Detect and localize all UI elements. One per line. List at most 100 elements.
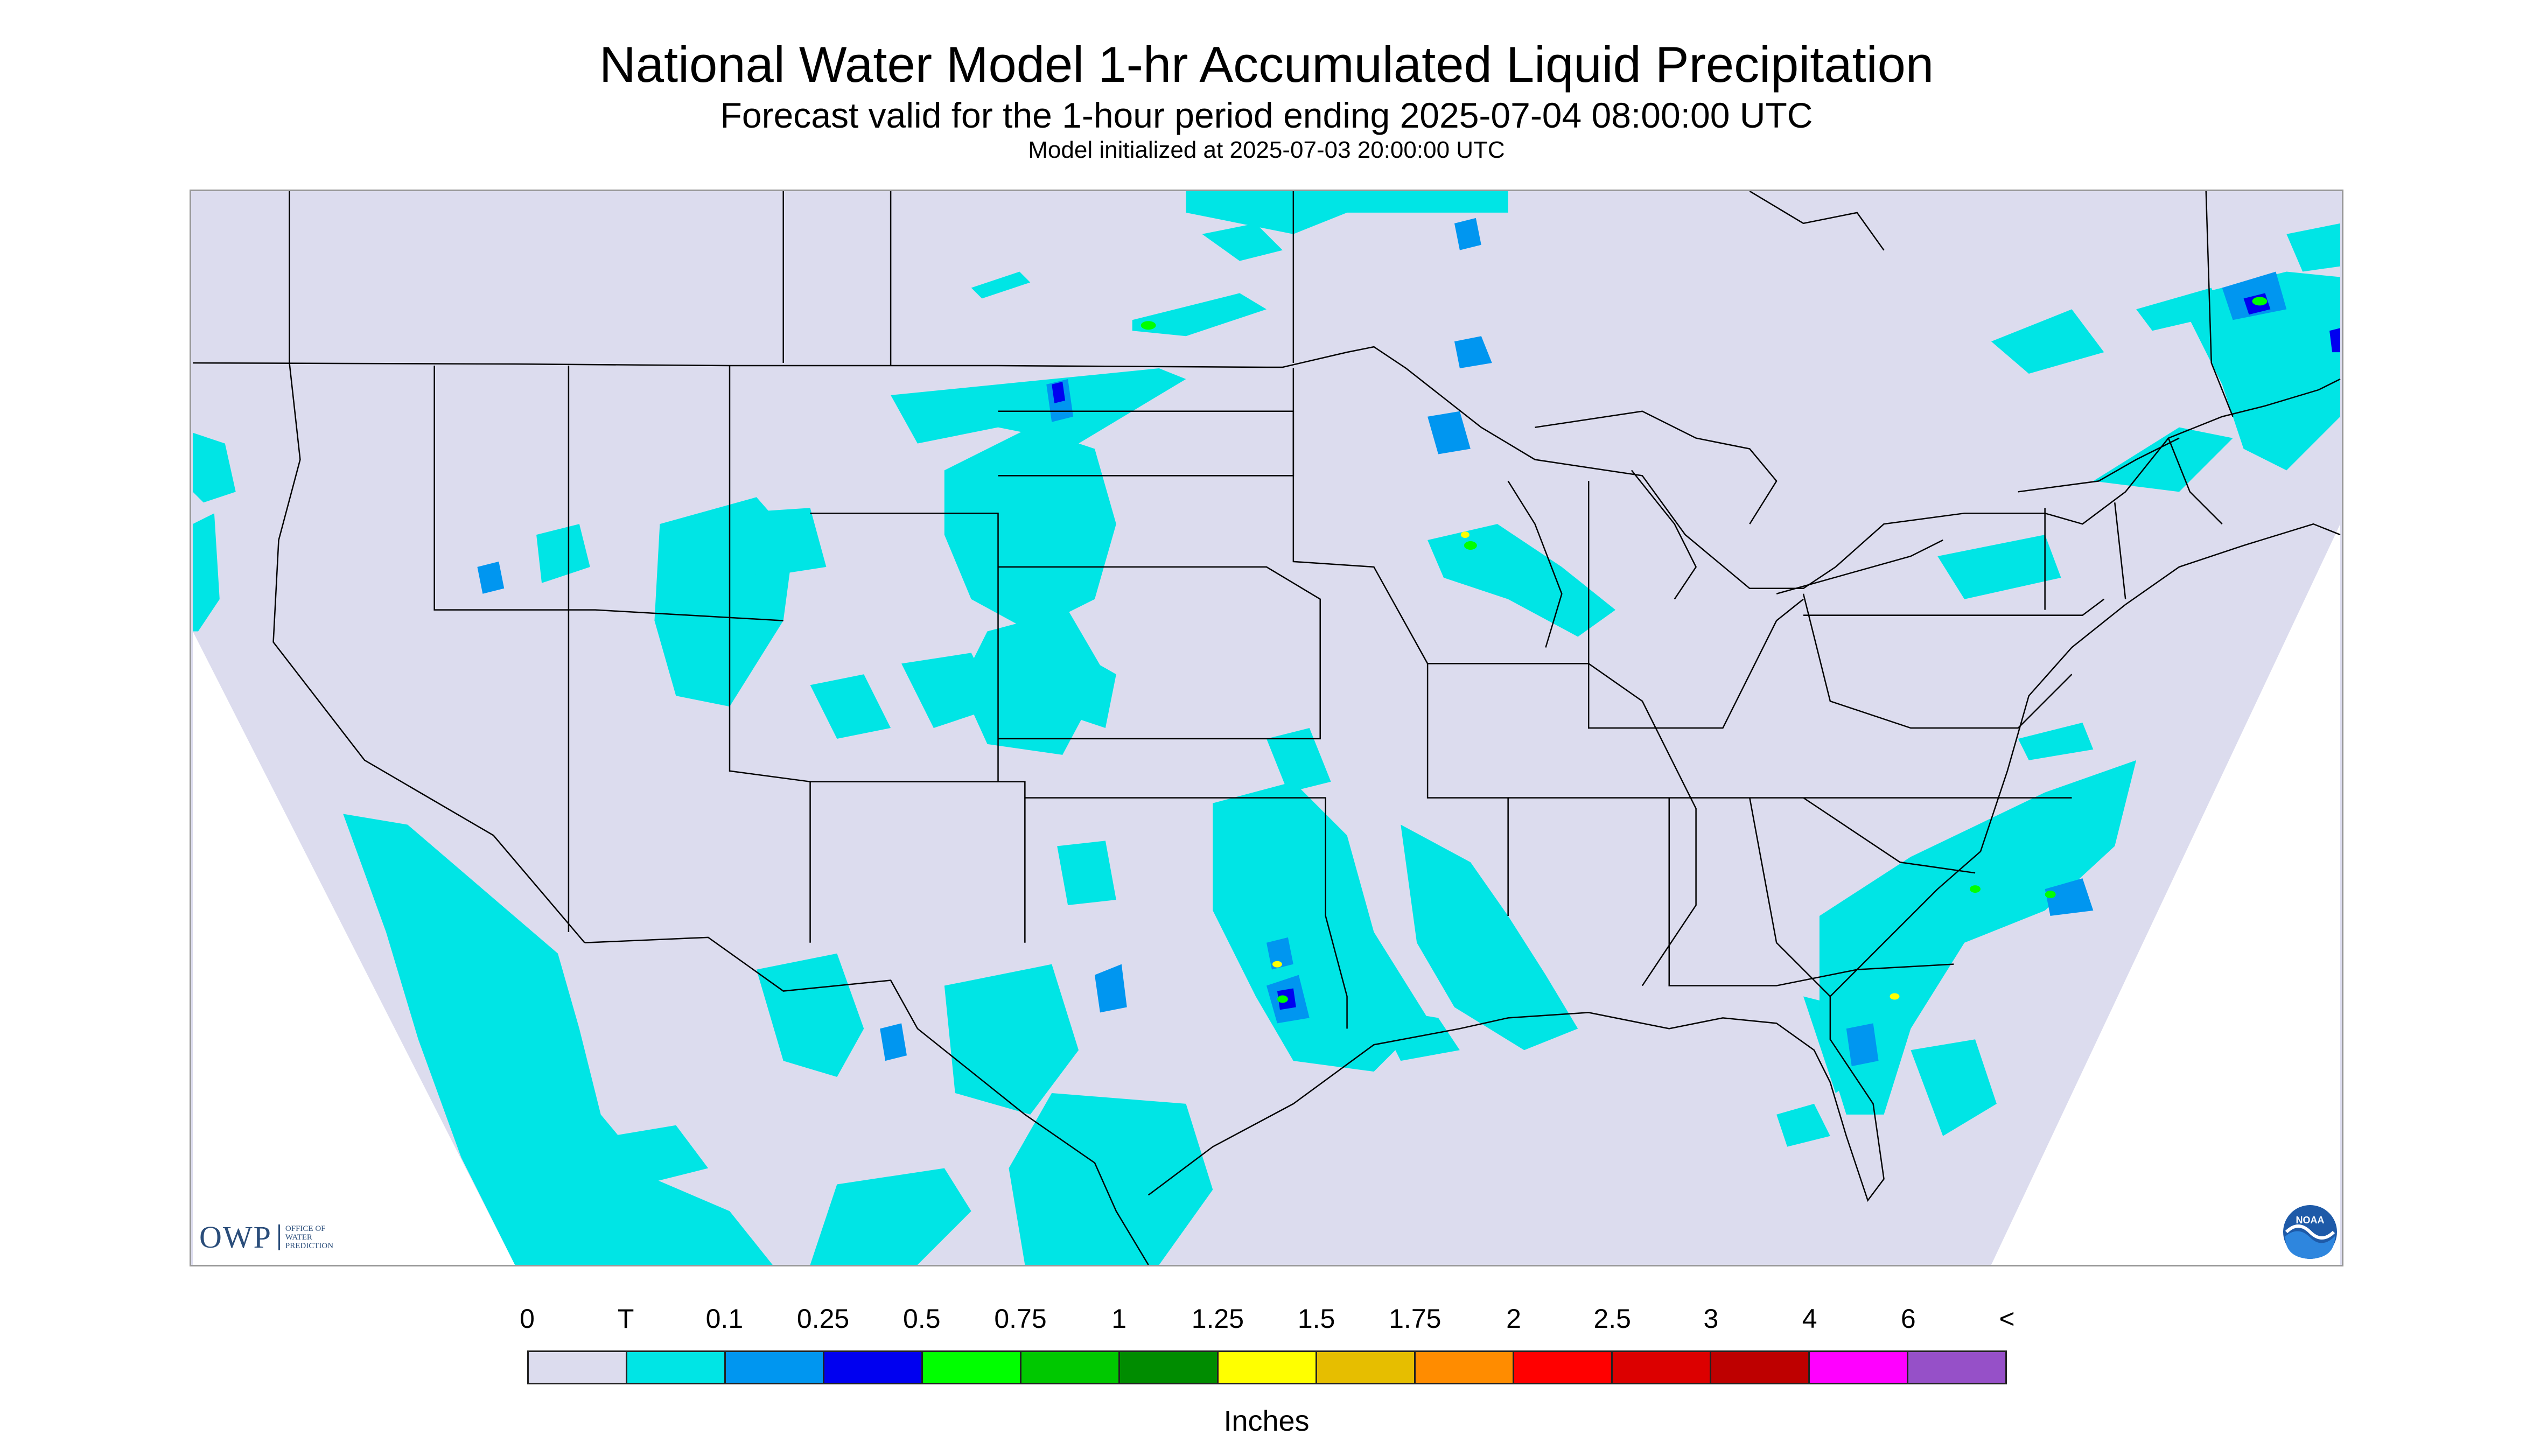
legend-swatch bbox=[1810, 1352, 1908, 1383]
precip-area bbox=[477, 561, 505, 594]
precip-area bbox=[1374, 1007, 1460, 1061]
precip-cell bbox=[1277, 995, 1288, 1003]
state-line bbox=[998, 781, 1026, 943]
precip-area bbox=[1094, 964, 1127, 1013]
precip-cell bbox=[1272, 961, 1282, 968]
legend-tick: 0.5 bbox=[903, 1304, 941, 1334]
precip-area bbox=[2018, 723, 2094, 760]
state-line bbox=[1587, 481, 1804, 729]
state-line bbox=[998, 566, 1321, 740]
model-init-text: Model initialized at 2025-07-03 20:00:00… bbox=[1028, 137, 1505, 163]
map-title: National Water Model 1-hr Accumulated Li… bbox=[599, 36, 1934, 93]
legend-swatch bbox=[1021, 1352, 1120, 1383]
precip-area bbox=[2329, 328, 2340, 353]
precip-area bbox=[1819, 760, 2137, 1115]
precip-area bbox=[1846, 1023, 1879, 1067]
state-line bbox=[2167, 438, 2223, 525]
political-boundaries bbox=[192, 191, 2341, 1265]
precip-cell bbox=[1890, 993, 1900, 1000]
precip-area bbox=[810, 1168, 971, 1265]
precip-area bbox=[1132, 293, 1266, 337]
west-coast bbox=[272, 191, 585, 943]
us-mexico-border bbox=[584, 936, 1149, 1265]
legend-tick: T bbox=[617, 1304, 634, 1334]
legend-swatch bbox=[1317, 1352, 1416, 1383]
precip-area bbox=[1073, 653, 1116, 728]
precipitation-map[interactable] bbox=[190, 190, 2343, 1266]
precip-area bbox=[1213, 781, 1428, 1072]
legend-swatch bbox=[1613, 1352, 1711, 1383]
precip-area bbox=[1911, 1039, 1997, 1136]
legend-swatch bbox=[1416, 1352, 1514, 1383]
state-line bbox=[1803, 797, 1976, 874]
state-line bbox=[1749, 797, 1831, 997]
precip-area bbox=[536, 524, 590, 583]
very-heavy-precip bbox=[1140, 297, 2268, 1003]
precip-area bbox=[1266, 937, 1293, 970]
noaa-logo: NOAA bbox=[2283, 1205, 2337, 1259]
legend-swatch bbox=[627, 1352, 726, 1383]
lake-huron bbox=[1631, 470, 1697, 600]
precip-area bbox=[730, 508, 827, 578]
legend-tick: 2.5 bbox=[1593, 1304, 1631, 1334]
legend-swatch bbox=[824, 1352, 923, 1383]
state-line bbox=[1025, 797, 1348, 1029]
owp-logo-subtext: OFFICE OF WATER PREDICTION bbox=[278, 1224, 333, 1250]
owp-logo-line: PREDICTION bbox=[285, 1241, 334, 1250]
precip-area bbox=[1454, 336, 1492, 369]
precip-cell bbox=[1464, 541, 1477, 550]
precip-cell bbox=[2045, 891, 2056, 899]
precip-area bbox=[1009, 1093, 1213, 1265]
province-line bbox=[2205, 191, 2234, 417]
legend-tick: 0 bbox=[520, 1304, 535, 1334]
precip-area bbox=[2286, 223, 2340, 272]
precip-cell bbox=[2252, 297, 2268, 306]
lake-superior bbox=[1535, 410, 1778, 524]
map-canvas bbox=[192, 191, 2341, 1265]
legend-tick: 6 bbox=[1900, 1304, 1916, 1334]
precip-area bbox=[960, 610, 1105, 755]
precip-area bbox=[1052, 381, 1066, 403]
legend-tick: 3 bbox=[1703, 1304, 1719, 1334]
state-line bbox=[1668, 797, 1954, 986]
precip-area bbox=[1186, 191, 1508, 234]
legend-swatch bbox=[1120, 1352, 1219, 1383]
precip-area bbox=[971, 271, 1031, 299]
legend-tick: 2 bbox=[1506, 1304, 1521, 1334]
precip-area bbox=[1991, 309, 2104, 374]
legend-swatch bbox=[1711, 1352, 1810, 1383]
owp-logo-text: OWP bbox=[199, 1220, 272, 1255]
legend-tick: 1.75 bbox=[1389, 1304, 1442, 1334]
precip-area bbox=[944, 427, 1116, 632]
state-line bbox=[729, 366, 810, 782]
legend-swatch bbox=[1908, 1352, 2005, 1383]
precip-area bbox=[1202, 223, 1283, 261]
state-line bbox=[1802, 593, 2073, 729]
precip-area bbox=[944, 964, 1079, 1115]
precip-area bbox=[2045, 878, 2094, 916]
east-gulf-coast bbox=[1147, 523, 2341, 1202]
legend-tick: 1.5 bbox=[1297, 1304, 1335, 1334]
precip-area bbox=[1266, 728, 1331, 793]
precip-area bbox=[1057, 841, 1116, 906]
owp-logo: OWP OFFICE OF WATER PREDICTION bbox=[199, 1219, 333, 1255]
precip-area bbox=[193, 513, 220, 632]
legend-swatch bbox=[923, 1352, 1021, 1383]
svg-text:NOAA: NOAA bbox=[2296, 1215, 2325, 1226]
legend-tick: 0.1 bbox=[705, 1304, 744, 1334]
precip-area bbox=[2179, 271, 2340, 471]
precip-area bbox=[1454, 218, 1481, 250]
legend-tick: 0.25 bbox=[796, 1304, 850, 1334]
precip-area bbox=[1937, 535, 2061, 599]
lake-erie bbox=[1776, 539, 1943, 594]
legend-tick: 1.25 bbox=[1191, 1304, 1244, 1334]
state-line bbox=[2114, 502, 2126, 599]
precip-area bbox=[2136, 288, 2222, 331]
owp-logo-line: WATER bbox=[285, 1233, 312, 1242]
hudson-bay-coast bbox=[1749, 191, 1885, 251]
legend-swatches bbox=[527, 1350, 2007, 1384]
precip-cell bbox=[1460, 531, 1470, 538]
precip-area bbox=[193, 432, 236, 503]
legend-swatch bbox=[1514, 1352, 1613, 1383]
precipitation-areas bbox=[193, 191, 2340, 1265]
